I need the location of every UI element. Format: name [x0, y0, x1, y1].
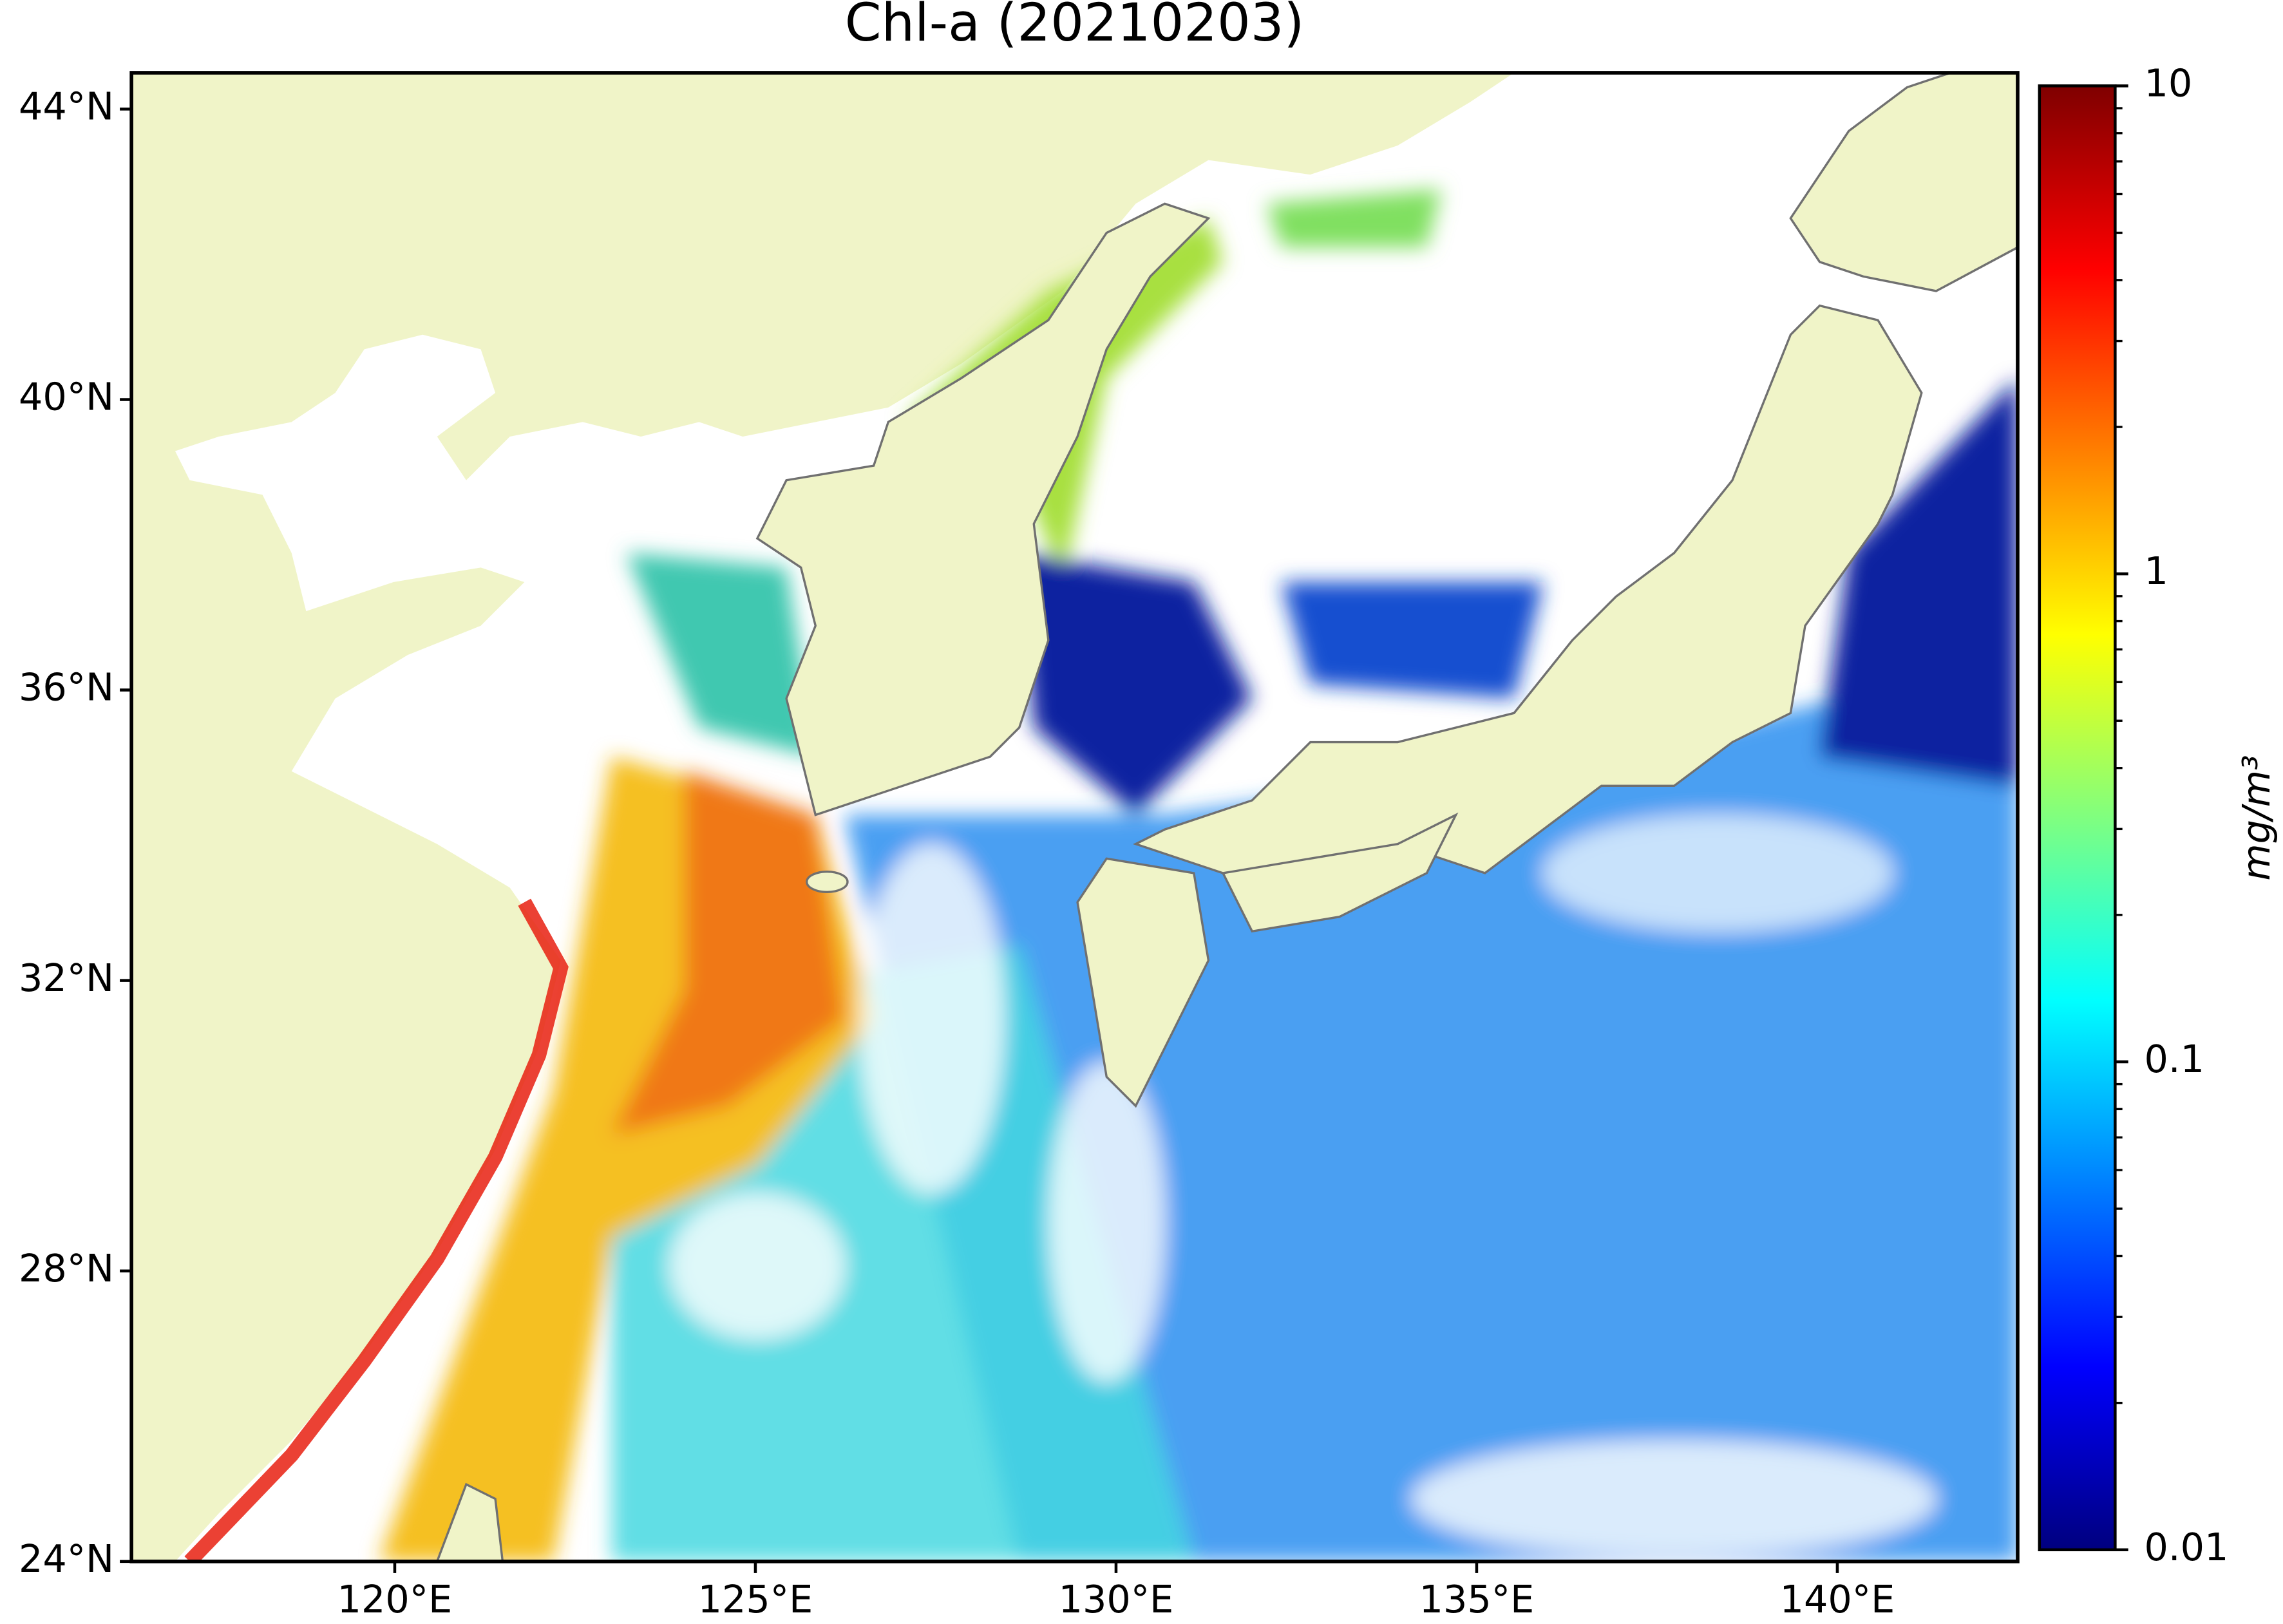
map-frame [129, 71, 2020, 1563]
coastal-bloom [184, 898, 569, 1562]
x-tick-label: 120°E [337, 1577, 453, 1621]
y-tick-label: 40°N [19, 375, 114, 419]
x-tick-label: 125°E [698, 1577, 813, 1621]
taiwan [435, 1482, 504, 1562]
colorbar-tick-label: 0.1 [2145, 1037, 2204, 1081]
colorbar-tick-label: 1 [2145, 549, 2168, 593]
hokkaido [1789, 72, 2018, 292]
x-tick-label: 135°E [1419, 1577, 1535, 1621]
shikoku [1221, 812, 1459, 933]
map-title: Chl-a (20210203) [845, 0, 1305, 53]
y-tick-label: 36°N [19, 665, 114, 710]
x-tick-label: 130°E [1059, 1577, 1174, 1621]
colorbar-label: mg/m³ [2234, 755, 2278, 880]
x-tick-label: 140°E [1780, 1577, 1895, 1621]
colorbar-tick-label: 10 [2145, 61, 2193, 105]
jeju [806, 870, 849, 893]
y-tick-label: 28°N [19, 1246, 114, 1290]
y-tick-label: 32°N [19, 956, 114, 1000]
kyushu [1076, 857, 1210, 1108]
y-tick-label: 24°N [19, 1536, 114, 1581]
map-area [131, 72, 2018, 1562]
landmasses [435, 72, 2018, 1562]
korea [755, 202, 1211, 817]
y-tick-label: 44°N [19, 84, 114, 128]
colorbar-tick-label: 0.01 [2145, 1525, 2229, 1569]
colorbar [2038, 84, 2117, 1552]
honshu [1133, 304, 1923, 904]
